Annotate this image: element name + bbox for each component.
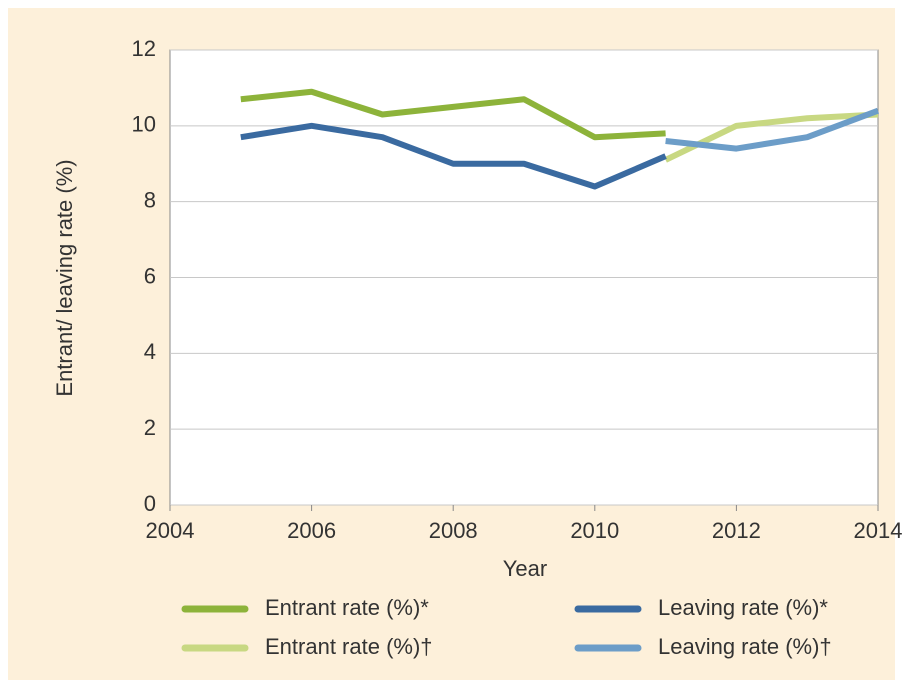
series-line (240, 122, 667, 190)
y-tick-label: 12 (132, 36, 156, 61)
legend-label: Leaving rate (%)* (658, 595, 828, 620)
x-tick-label: 2004 (146, 518, 195, 543)
x-axis-label: Year (503, 556, 547, 581)
series-line (665, 107, 880, 152)
legend-label: Leaving rate (%)† (658, 634, 832, 659)
legend-label: Entrant rate (%)* (265, 595, 429, 620)
y-tick-label: 6 (144, 263, 156, 288)
series-line (240, 88, 666, 141)
x-tick-label: 2006 (287, 518, 336, 543)
y-tick-label: 0 (144, 491, 156, 516)
legend-label: Entrant rate (%)† (265, 634, 433, 659)
x-tick-label: 2012 (712, 518, 761, 543)
y-tick-label: 10 (132, 112, 156, 137)
x-tick-label: 2008 (429, 518, 478, 543)
y-tick-label: 2 (144, 415, 156, 440)
x-tick-label: 2014 (854, 518, 903, 543)
x-tick-label: 2010 (570, 518, 619, 543)
y-tick-label: 8 (144, 187, 156, 212)
y-tick-label: 4 (144, 339, 156, 364)
y-axis-label: Entrant/ leaving rate (%) (52, 159, 77, 396)
